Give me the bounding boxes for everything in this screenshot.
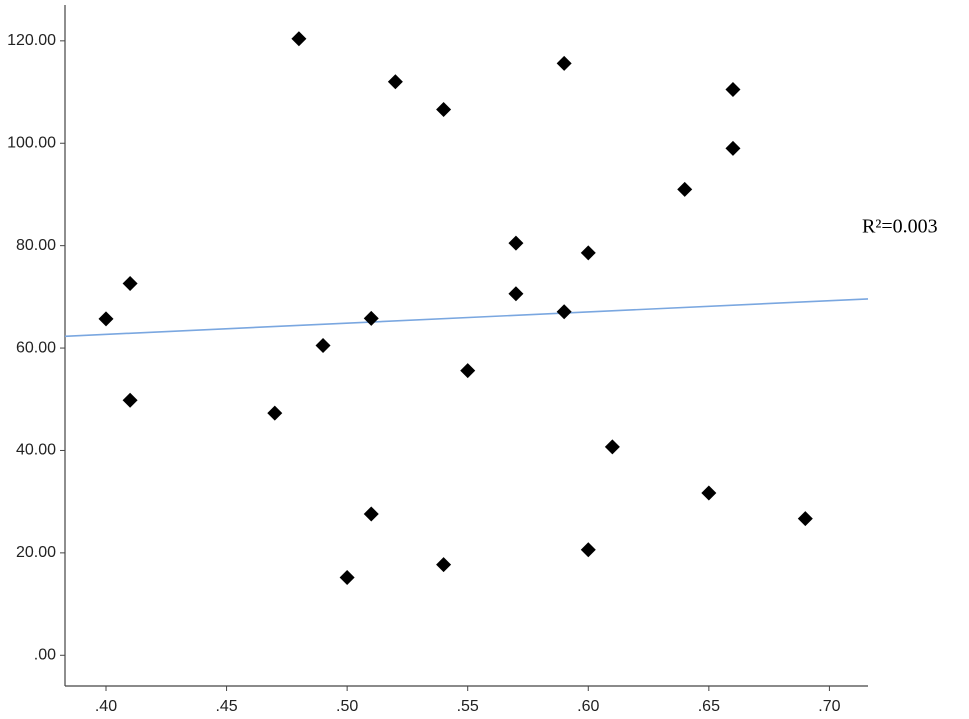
data-point [797,511,813,527]
r-squared-annotation: R²=0.003 [862,216,938,238]
x-tick-label: .45 [215,698,237,715]
x-tick-label: .50 [336,698,358,715]
y-tick-label: 20.00 [16,544,56,561]
y-tick-label: .00 [34,646,56,663]
data-point [291,31,307,47]
data-point [363,310,379,326]
y-tick-label: 120.00 [7,32,56,49]
data-point [267,405,283,421]
fit-line [64,298,869,338]
x-tick-label: .55 [457,698,479,715]
x-tick-label: .40 [95,698,117,715]
data-point [508,286,524,302]
data-point [604,439,620,455]
data-point [556,55,572,71]
data-point [460,363,476,379]
y-tick-label: 80.00 [16,237,56,254]
data-point [315,338,331,353]
y-tick-label: 40.00 [16,442,56,459]
y-tick-label: 100.00 [7,134,56,151]
data-point [363,506,379,522]
data-point [556,304,572,320]
data-point [508,235,524,251]
data-point [436,557,452,573]
data-point [725,140,741,156]
x-tick-label: .65 [698,698,720,715]
data-point [387,74,403,90]
data-point [436,101,452,117]
data-point [339,569,355,585]
data-point [122,276,138,292]
data-point [98,311,114,327]
x-tick-label: .60 [577,698,599,715]
data-point [677,181,693,197]
data-point [122,392,138,408]
data-point [725,81,741,97]
data-point [580,542,596,558]
data-point [580,245,596,261]
y-tick-label: 60.00 [16,339,56,356]
data-point [701,485,717,501]
x-tick-label: .70 [818,698,840,715]
